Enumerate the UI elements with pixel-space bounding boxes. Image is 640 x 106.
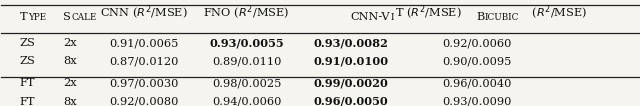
- Text: 8x: 8x: [63, 56, 77, 66]
- Text: CALE: CALE: [72, 13, 97, 22]
- Text: 0.91/0.0100: 0.91/0.0100: [313, 55, 388, 66]
- Text: I: I: [390, 13, 394, 22]
- Text: 8x: 8x: [63, 97, 77, 106]
- Text: YPE: YPE: [28, 13, 46, 22]
- Text: 0.90/0.0095: 0.90/0.0095: [442, 56, 511, 66]
- Text: 0.93/0.0082: 0.93/0.0082: [313, 37, 388, 48]
- Text: 0.96/0.0050: 0.96/0.0050: [313, 96, 388, 106]
- Text: 0.89/0.0110: 0.89/0.0110: [212, 56, 281, 66]
- Text: 0.98/0.0025: 0.98/0.0025: [212, 78, 281, 88]
- Text: 0.92/0.0060: 0.92/0.0060: [442, 38, 511, 48]
- Text: CNN ($R^2$/MSE): CNN ($R^2$/MSE): [100, 3, 188, 22]
- Text: 0.92/0.0080: 0.92/0.0080: [109, 97, 179, 106]
- Text: FT: FT: [20, 78, 35, 88]
- Text: 2x: 2x: [63, 38, 77, 48]
- Text: 0.96/0.0040: 0.96/0.0040: [442, 78, 511, 88]
- Text: 0.94/0.0060: 0.94/0.0060: [212, 97, 281, 106]
- Text: FNO ($R^2$/MSE): FNO ($R^2$/MSE): [204, 3, 290, 22]
- Text: ZS: ZS: [20, 38, 36, 48]
- Text: FT: FT: [20, 97, 35, 106]
- Text: ZS: ZS: [20, 56, 36, 66]
- Text: S: S: [63, 12, 71, 22]
- Text: 0.91/0.0065: 0.91/0.0065: [109, 38, 179, 48]
- Text: 0.93/0.0090: 0.93/0.0090: [442, 97, 511, 106]
- Text: B: B: [476, 12, 485, 22]
- Text: ($R^2$/MSE): ($R^2$/MSE): [527, 3, 587, 22]
- Text: 0.93/0.0055: 0.93/0.0055: [209, 37, 284, 48]
- Text: T: T: [20, 12, 28, 22]
- Text: 2x: 2x: [63, 78, 77, 88]
- Text: 0.97/0.0030: 0.97/0.0030: [109, 78, 179, 88]
- Text: CNN-V: CNN-V: [351, 12, 390, 22]
- Text: T ($R^2$/MSE): T ($R^2$/MSE): [396, 3, 462, 22]
- Text: 0.87/0.0120: 0.87/0.0120: [109, 56, 179, 66]
- Text: ICUBIC: ICUBIC: [484, 13, 519, 22]
- Text: 0.99/0.0020: 0.99/0.0020: [313, 77, 388, 88]
